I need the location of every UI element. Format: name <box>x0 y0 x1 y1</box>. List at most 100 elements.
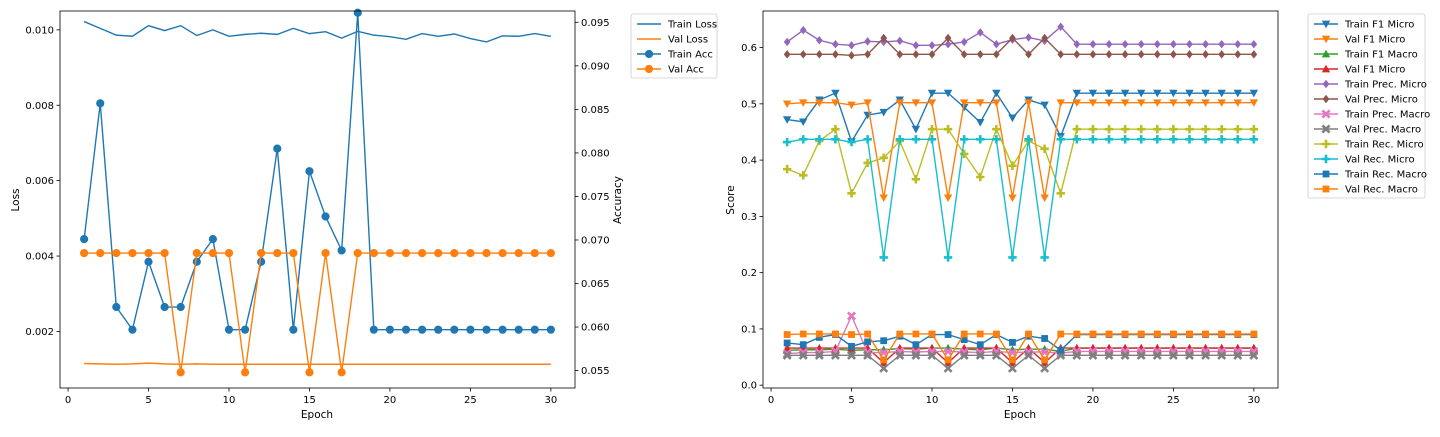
right-legend-item-val-f1-micro-1-label: Val F1 Micro <box>1345 35 1405 46</box>
right-series-train-rec-micro-8-point <box>1153 124 1162 134</box>
right-series-val-rec-micro-9-point <box>976 135 985 144</box>
right-series-train-rec-micro-8-point <box>1217 124 1226 134</box>
right-series-train-rec-micro-8-point-stroke <box>831 124 840 134</box>
right-series-val-rec-micro-9 <box>782 135 1259 262</box>
right-series-train-rec-micro-8-point-stroke <box>1137 124 1146 134</box>
right-series-train-rec-micro-8-point <box>1008 161 1017 170</box>
right-legend-item-val-f1-micro-3-marker <box>1321 64 1331 73</box>
left-series-val-acc-3-point <box>498 248 507 258</box>
right-series-val-prec-micro-5-point <box>1186 50 1193 59</box>
left-legend-item-train-acc-2-label: Train Acc <box>667 50 713 61</box>
left-y-tick-label: 0.002 <box>25 327 54 338</box>
right-series-val-rec-macro-11-point <box>912 330 920 338</box>
right-series-train-rec-micro-8-point <box>1120 124 1130 134</box>
right-series-val-prec-micro-5-point <box>815 50 823 59</box>
right-x-tick-label: 5 <box>848 395 854 406</box>
right-series-train-rec-micro-8-point <box>1056 189 1065 198</box>
right-y-tick-label: 0.6 <box>741 43 757 54</box>
left-series-val-acc-3-point <box>144 248 153 258</box>
right-series-train-rec-micro-8-point <box>1169 124 1178 134</box>
right-series-train-rec-macro-10-point <box>976 341 984 349</box>
right-series-train-rec-micro-8-point-stroke <box>911 175 921 184</box>
right-series-val-f1-micro-1-point <box>799 99 808 107</box>
right-series-val-rec-micro-9-point-stroke <box>895 135 904 144</box>
left-series-val-acc-3 <box>80 248 555 377</box>
right-legend-item-train-prec-micro-4: Train Prec. Micro <box>1314 80 1427 91</box>
right-series-val-f1-micro-1-point <box>782 100 792 109</box>
right-series-val-prec-macro-7-point <box>847 350 857 360</box>
right-series-train-prec-micro-4-point <box>1137 39 1145 49</box>
right-series-val-rec-macro-11-point <box>1234 330 1242 338</box>
right-series-train-f1-micro-0-point <box>1137 89 1146 98</box>
right-series-train-prec-micro-4-point <box>815 36 823 45</box>
right-series-val-prec-macro-7-point-stroke <box>1072 350 1082 360</box>
left-series-train-acc-2-point <box>369 325 378 334</box>
right-series-train-prec-micro-4-point <box>1186 39 1193 49</box>
left-series-train-acc-2-point <box>96 99 105 108</box>
left-legend-item-val-acc-3-marker <box>644 64 654 74</box>
left-series-val-acc-3-point <box>112 248 121 258</box>
left-series-val-acc-3-point <box>385 248 395 258</box>
right-series-train-rec-micro-8-point-stroke <box>879 153 888 163</box>
right-legend-item-train-rec-micro-8: Train Rec. Micro <box>1314 140 1424 151</box>
right-legend-item-val-rec-micro-9-marker <box>1321 154 1331 164</box>
left-x-tick-label: 5 <box>145 395 151 406</box>
right-series-train-rec-micro-8-point <box>1249 124 1259 134</box>
right-series-train-prec-micro-4-point <box>848 41 855 50</box>
right-series-val-prec-macro-7-point-stroke <box>814 350 824 360</box>
right-series-val-prec-macro-7-point-stroke <box>927 350 937 360</box>
right-legend-item-train-f1-micro-0-label: Train F1 Micro <box>1344 20 1414 31</box>
left-y2-tick-label: 0.090 <box>581 61 610 72</box>
right-series-train-prec-micro-4-point <box>783 37 791 47</box>
left-series-train-acc-2-point <box>112 302 121 312</box>
right-series-val-prec-micro-5-point <box>928 50 936 59</box>
right-series-train-rec-macro-10-point <box>912 341 920 349</box>
left-legend-item-val-loss-1: Val Loss <box>637 35 708 46</box>
left-y-ticks: 0.002 0.004 0.006 0.008 0.010 <box>25 25 60 338</box>
right-series-val-f1-micro-1-point <box>1249 99 1259 107</box>
left-series-val-acc-3-point <box>530 248 539 258</box>
right-series-train-rec-micro-8-point-stroke <box>1120 124 1130 134</box>
right-series-train-prec-micro-4-point <box>1170 39 1177 49</box>
left-legend-item-train-loss-0-label: Train Loss <box>667 20 717 31</box>
right-series-train-prec-micro-4-point <box>960 37 968 47</box>
right-series-val-prec-micro-5-point <box>1009 33 1016 43</box>
right-series-train-f1-micro-0-point <box>1153 89 1162 98</box>
left-series-val-acc-3-point <box>450 248 459 258</box>
right-series-train-rec-micro-8-point-stroke <box>1201 124 1210 134</box>
right-series-val-rec-micro-9-point-stroke <box>1072 135 1082 144</box>
right-series-train-f1-micro-0-point <box>782 116 792 124</box>
right-series-val-rec-macro-11-point <box>1202 330 1209 338</box>
right-series-train-prec-micro-4-point <box>1105 39 1113 49</box>
right-series-val-prec-micro-5-point <box>912 50 920 59</box>
right-series-val-prec-micro-5-point <box>1202 50 1209 59</box>
right-series-val-f1-micro-1-point <box>847 101 856 110</box>
right-series-val-rec-micro-9-point <box>1104 135 1114 144</box>
right-legend-item-train-rec-micro-8-marker-stroke <box>1321 139 1331 149</box>
right-series-val-rec-micro-9-point-stroke <box>1201 135 1210 144</box>
right-series-val-prec-macro-7-point <box>1233 350 1243 360</box>
right-series-val-prec-macro-7 <box>782 350 1259 373</box>
right-series-train-f1-micro-0 <box>782 89 1259 146</box>
right-series-train-f1-micro-0-point <box>992 89 1001 98</box>
left-series-train-acc-2-point <box>192 257 201 266</box>
right-series-val-rec-micro-9-point-stroke <box>1088 135 1098 144</box>
right-series-val-prec-macro-7-point <box>1088 350 1098 360</box>
left-legend-item-train-acc-2-marker <box>644 49 654 59</box>
right-legend-item-train-f1-micro-0: Train F1 Micro <box>1314 20 1414 31</box>
left-series-train-acc-2-point <box>337 246 346 255</box>
left-x-tick-label: 0 <box>65 395 71 406</box>
right-series-val-prec-micro-5-point <box>1089 50 1097 59</box>
right-series-train-f1-micro-0-point <box>976 119 985 127</box>
left-x-tick-label: 20 <box>384 395 397 406</box>
right-series-val-prec-macro-7-point-stroke <box>879 363 889 373</box>
right-series-val-prec-macro-7-point-stroke <box>1136 350 1146 360</box>
right-y-tick-label: 0.3 <box>741 212 757 223</box>
right-series-val-prec-macro-7-point-stroke <box>1217 350 1227 360</box>
right-series-train-rec-micro-8-point <box>847 189 856 198</box>
right-series-val-rec-micro-9-point-stroke <box>847 137 856 147</box>
right-series-val-rec-micro-9-point <box>1040 253 1049 262</box>
right-legend-item-train-prec-macro-6: Train Prec. Macro <box>1314 110 1430 121</box>
right-series-val-prec-macro-7-point <box>814 350 824 360</box>
right-series-val-rec-macro-11-point <box>1009 356 1016 364</box>
